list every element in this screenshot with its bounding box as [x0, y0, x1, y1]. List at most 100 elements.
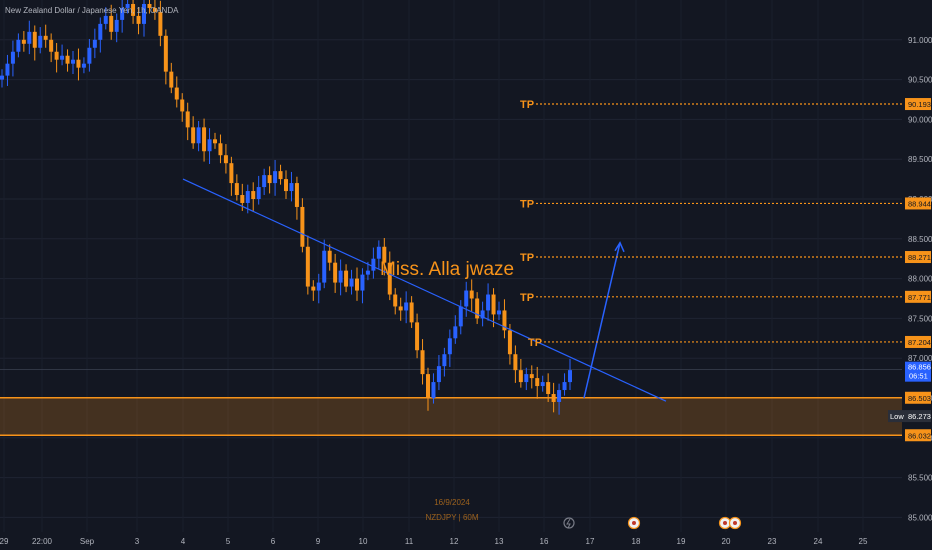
x-tick-label: 12: [450, 537, 459, 546]
candle-body: [382, 246, 387, 263]
candle-body: [103, 15, 108, 24]
candle-body: [447, 338, 452, 355]
trendline[interactable]: [182, 178, 667, 402]
support-zone-fill: [0, 397, 902, 436]
candle-body: [305, 246, 310, 287]
candle-body: [409, 302, 414, 323]
candle-body: [191, 127, 196, 144]
y-tick-label: 91.000: [908, 36, 932, 45]
candle-body: [152, 7, 157, 12]
candle-body: [229, 163, 234, 184]
candle-body: [278, 171, 283, 180]
candle-body: [376, 246, 381, 259]
y-tick-label: 90.500: [908, 76, 932, 85]
candle-body: [256, 187, 261, 199]
tp-price-tag: [905, 197, 931, 210]
candle-body: [458, 306, 463, 327]
candle-body: [142, 3, 146, 24]
candle-body: [87, 47, 92, 64]
candle-body: [502, 310, 507, 331]
dividend-event-dot: [632, 521, 636, 525]
tp-label: TP: [520, 99, 534, 111]
low-price-tag: [905, 410, 931, 423]
candle-body: [535, 378, 540, 387]
low-label-text: Low: [890, 412, 904, 421]
y-tick-label: 89.500: [908, 155, 932, 164]
tp-price-text: 88.271: [908, 253, 931, 262]
time-axis[interactable]: 29 22:00 Sep 3 4 5 6 9 10 11 12 13 16 17 18 19 20 23 24 25: [0, 537, 868, 546]
candle-body: [38, 35, 43, 48]
candle-body: [27, 31, 32, 44]
trendline-line[interactable]: [182, 178, 667, 402]
candle-body: [327, 250, 332, 263]
candle-body: [562, 382, 567, 391]
lightning-icon[interactable]: [563, 517, 575, 529]
candle-body: [344, 270, 349, 287]
candle-body: [436, 366, 441, 383]
last-price-text: 86.856: [908, 363, 931, 372]
x-tick-label: 24: [814, 537, 823, 546]
x-tick-label: 10: [359, 537, 368, 546]
candle-body: [398, 306, 403, 311]
candle-body: [491, 294, 496, 315]
x-tick-label: 18: [632, 537, 641, 546]
y-tick-label: 85.000: [908, 513, 932, 522]
zone-price-tag: [905, 391, 931, 404]
candle-body: [147, 3, 152, 8]
candle-body: [442, 354, 447, 367]
candle-body: [234, 183, 239, 196]
candle-body: [480, 310, 485, 319]
candle-body: [202, 127, 207, 152]
candle-body: [262, 175, 267, 188]
candle-body: [267, 175, 272, 184]
candle-body: [273, 171, 278, 184]
x-tick-label: 16: [540, 537, 549, 546]
x-tick-label: 29: [0, 537, 9, 546]
x-tick-label: 22:00: [32, 537, 53, 546]
candle-body: [333, 262, 338, 283]
candle-body: [136, 15, 141, 24]
candle-body: [0, 75, 4, 80]
x-tick-label: 20: [722, 537, 731, 546]
x-tick-label: 11: [405, 537, 414, 546]
candle-body: [120, 7, 125, 20]
tp-price-tag: [905, 290, 931, 303]
candle-body: [163, 35, 168, 72]
tp-levels: TP TP TP TP TP: [520, 99, 902, 349]
candle-body: [196, 127, 201, 144]
candle-body: [518, 370, 523, 383]
candle-body: [125, 3, 130, 8]
x-tick-label: Sep: [80, 537, 95, 546]
dividend-event-dot: [733, 521, 737, 525]
zone-price-text: 86.032: [908, 431, 931, 440]
projection-arrow-head: [614, 241, 625, 253]
candle-body: [60, 55, 65, 60]
candle-body: [5, 63, 10, 76]
candle-body: [371, 258, 376, 271]
zone-price-tag: [905, 429, 931, 442]
projection-arrow[interactable]: [583, 242, 621, 399]
x-tick-label: 13: [495, 537, 504, 546]
y-tick-label: 87.000: [908, 354, 932, 363]
support-zone: [0, 369, 902, 437]
candle-body: [431, 382, 436, 398]
tp-label: TP: [520, 292, 534, 304]
candles: [0, 0, 572, 415]
x-tick-label: 17: [586, 537, 595, 546]
candle-body: [349, 278, 354, 287]
event-icons[interactable]: [563, 516, 742, 530]
candle-body: [568, 370, 572, 383]
candle-body: [322, 250, 327, 283]
candle-body: [109, 15, 114, 32]
candle-body: [207, 139, 212, 152]
candle-body: [185, 111, 190, 128]
candle-body: [404, 302, 409, 311]
candle-body: [289, 183, 294, 192]
candle-body: [245, 191, 250, 203]
x-tick-label: 25: [859, 537, 868, 546]
candle-body: [546, 382, 551, 395]
candle-body: [71, 59, 75, 64]
